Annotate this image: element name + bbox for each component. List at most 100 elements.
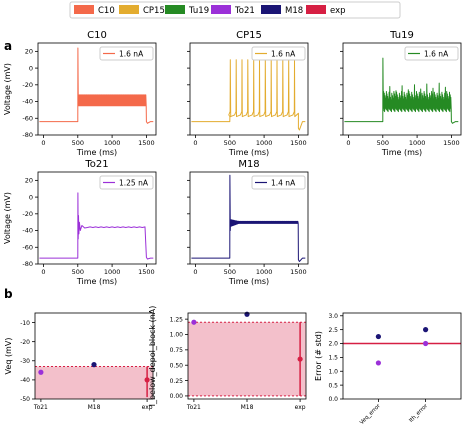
x-tick-label: 1500: [290, 139, 307, 147]
x-tick-label: To21: [33, 404, 48, 411]
y-axis-label: Voltage (mV): [3, 63, 12, 115]
panel-title: Tu19: [389, 30, 414, 41]
x-tick-label: Veq_error: [359, 403, 382, 426]
panel-legend-label: 1.25 nA: [119, 179, 149, 188]
x-tick-label: To21: [186, 404, 201, 411]
x-axis-label: Time (ms): [381, 148, 422, 157]
point-M18: [423, 327, 429, 333]
trace-line-To21: [39, 192, 154, 260]
y-tick-label: 20: [25, 48, 33, 56]
y-tick-label: 0: [29, 193, 33, 201]
legend-swatch-C10: [74, 5, 94, 14]
legend-swatch-exp: [306, 5, 326, 14]
legend-swatch-Tu19: [165, 5, 185, 14]
y-tick-label: 0.00: [170, 393, 184, 400]
point-M18: [375, 333, 381, 340]
exp-band: [35, 366, 153, 399]
x-tick-label: 500: [72, 139, 84, 147]
panel-title: M18: [238, 159, 259, 170]
legend-label-exp: exp: [330, 6, 346, 16]
trace-panel-To21: To21 0 500 1000 1500 -80 -60 -40 -20 0 20 Time (ms)…: [3, 159, 157, 286]
x-tick-label: 1000: [256, 268, 273, 276]
panel-label-a: a: [4, 39, 12, 53]
point-To21: [375, 360, 381, 366]
y-tick-label: 2.5: [328, 327, 338, 334]
x-tick-label: 1000: [256, 139, 273, 147]
panel-legend-box: [99, 175, 154, 190]
exp-band: [188, 322, 306, 396]
trace-line-M18: [191, 174, 306, 262]
x-tick-label: 0: [346, 139, 350, 147]
y-tick-label: -20: [20, 339, 30, 346]
y-tick-label: -40: [22, 98, 33, 106]
legend-label-CP15: CP15: [143, 6, 165, 16]
y-axis-label: Voltage (mV): [3, 192, 12, 244]
y-tick-label: 1.0: [328, 368, 338, 375]
panel-legend-box: [251, 46, 306, 61]
x-tick-label: Ith_error: [408, 403, 429, 424]
panel-frame: [37, 42, 157, 136]
x-tick-label: 500: [72, 268, 84, 276]
scatter-panel-1: -50 -40 -30 -20 -10 To21 M18 exp Veq (mV): [4, 312, 154, 411]
x-tick-label: exp: [295, 404, 306, 411]
y-tick-label: 0.75: [170, 347, 184, 354]
point-M18: [244, 311, 250, 317]
x-tick-label: 500: [224, 139, 236, 147]
x-tick-label: 500: [224, 268, 236, 276]
y-tick-label: 1.5: [328, 355, 338, 362]
y-tick-label: 1.25: [170, 316, 184, 323]
legend-swatch-M18: [261, 5, 281, 14]
trace-panel-Tu19: Tu19 0 500 1000 1500 Time (ms) 1.6 nA: [340, 30, 462, 157]
panel-frame: [342, 312, 462, 400]
legend-label-C10: C10: [98, 6, 115, 16]
trace-panel-M18: M18 0 500 1000 1500 Time (ms) 1.4 nA: [187, 159, 309, 286]
x-tick-label: 1500: [138, 268, 155, 276]
y-tick-label: -40: [22, 227, 33, 235]
legend: C10 CP15 Tu19 To21 M18 exp: [69, 1, 401, 19]
x-tick-label: 0: [41, 268, 45, 276]
legend-label-Tu19: Tu19: [188, 6, 209, 16]
legend-label-To21: To21: [234, 6, 255, 16]
panel-legend-label: 1.6 nA: [424, 50, 449, 59]
panel-frame: [189, 42, 309, 136]
charts: C10 0 500 1000 1500 -80 -60 -40 -20 0 20 Time (ms) V…: [3, 30, 462, 426]
panel-label-b: b: [4, 287, 13, 301]
panel-title: CP15: [236, 30, 262, 41]
trace-panel-CP15: CP15 0 500 1000 1500 Time (ms) 1.6 nA: [187, 30, 309, 157]
x-tick-label: 500: [377, 139, 389, 147]
x-tick-label: 1000: [104, 268, 121, 276]
y-tick-label: -20: [22, 81, 33, 89]
panel-legend-box: [251, 175, 306, 190]
point-To21: [38, 369, 44, 375]
trace-line-Tu19: [344, 57, 459, 124]
x-tick-label: 1000: [409, 139, 426, 147]
exp-point: [297, 356, 303, 362]
panel-frame: [37, 171, 157, 265]
y-axis-label: Error (# std): [314, 331, 323, 381]
panel-frame: [189, 171, 309, 265]
x-tick-label: 0: [193, 268, 197, 276]
panel-legend-box: [404, 46, 459, 61]
panel-legend-label: 1.6 nA: [119, 50, 144, 59]
legend-swatch-CP15: [119, 5, 139, 14]
y-axis-label: I_below_depol_block (nA): [148, 306, 157, 407]
x-axis-label: Time (ms): [76, 148, 117, 157]
panel-title: C10: [87, 30, 107, 41]
y-tick-label: -40: [20, 377, 30, 384]
x-axis-label: Time (ms): [228, 148, 269, 157]
y-tick-label: 3.0: [328, 313, 338, 320]
trace-panel-C10: C10 0 500 1000 1500 -80 -60 -40 -20 0 20 Time (ms) V…: [3, 30, 157, 157]
point-To21: [423, 340, 429, 347]
y-tick-label: -80: [22, 131, 33, 139]
panel-title: To21: [84, 159, 108, 170]
x-axis-label: Time (ms): [76, 277, 117, 286]
scatter-panel-2: 0.00 0.25 0.50 0.75 1.00 1.25 To21 M18 exp I_belo…: [148, 306, 307, 411]
trace-line-C10: [39, 47, 154, 124]
y-tick-label: 2.0: [328, 341, 338, 348]
y-tick-label: -30: [20, 358, 30, 365]
legend-label-M18: M18: [285, 6, 303, 16]
y-tick-label: -50: [20, 396, 30, 403]
x-tick-label: M18: [241, 404, 254, 411]
point-M18: [91, 362, 97, 368]
